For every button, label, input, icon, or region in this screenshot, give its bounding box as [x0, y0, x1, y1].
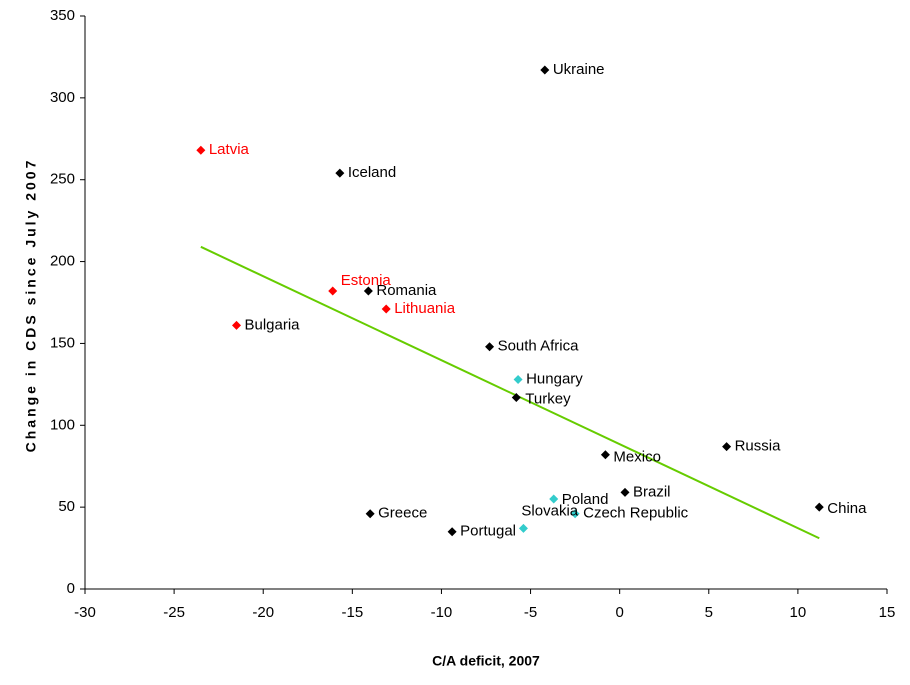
y-tick-label: 200	[50, 253, 75, 270]
point-label: Latvia	[209, 141, 250, 158]
point-label: China	[827, 500, 867, 517]
point-label: Estonia	[341, 272, 392, 289]
point	[570, 509, 580, 519]
point-label: Lithuania	[394, 300, 456, 317]
point	[518, 523, 528, 533]
point	[600, 450, 610, 460]
point-label: Slovakia	[521, 502, 578, 519]
point-label: Brazil	[633, 483, 671, 500]
point	[196, 145, 206, 155]
point	[365, 509, 375, 519]
y-tick-label: 250	[50, 171, 75, 188]
x-tick-label: 10	[790, 604, 807, 621]
x-tick-label: -30	[74, 604, 96, 621]
point-label: Iceland	[348, 164, 396, 181]
point	[814, 502, 824, 512]
y-tick-label: 50	[58, 498, 75, 515]
x-tick-label: 0	[615, 604, 623, 621]
point-label: Romania	[376, 282, 437, 299]
point	[485, 342, 495, 352]
point	[335, 168, 345, 178]
x-tick-label: -15	[341, 604, 363, 621]
point-label: Czech Republic	[583, 505, 689, 522]
point	[328, 286, 338, 296]
y-axis-title: Change in CDS since July 2007	[23, 158, 39, 453]
x-tick-label: -10	[431, 604, 453, 621]
x-tick-label: -5	[524, 604, 537, 621]
y-tick-label: 350	[50, 7, 75, 24]
point-label: Ukraine	[553, 61, 605, 78]
point-label: Turkey	[525, 390, 571, 407]
point-label: Portugal	[460, 523, 516, 540]
point	[540, 65, 550, 75]
y-tick-label: 100	[50, 416, 75, 433]
x-tick-label: -20	[252, 604, 274, 621]
point	[511, 392, 521, 402]
point-label: South Africa	[498, 338, 580, 355]
point	[447, 527, 457, 537]
point	[231, 320, 241, 330]
point-label: Greece	[378, 505, 427, 522]
point	[513, 374, 523, 384]
point	[381, 304, 391, 314]
x-axis-title: C/A deficit, 2007	[432, 653, 540, 669]
point	[363, 286, 373, 296]
point-label: Mexico	[613, 449, 661, 466]
x-tick-label: -25	[163, 604, 185, 621]
point-label: Poland	[562, 491, 609, 508]
y-tick-label: 0	[67, 580, 75, 597]
point	[549, 494, 559, 504]
x-tick-label: 5	[705, 604, 713, 621]
point-label: Bulgaria	[244, 316, 300, 333]
y-tick-label: 150	[50, 334, 75, 351]
point	[722, 442, 732, 452]
point	[620, 487, 630, 497]
y-tick-label: 300	[50, 89, 75, 106]
trendline	[200, 245, 820, 540]
x-tick-label: 15	[879, 604, 896, 621]
point-label: Hungary	[526, 370, 583, 387]
point-label: Russia	[735, 438, 782, 455]
